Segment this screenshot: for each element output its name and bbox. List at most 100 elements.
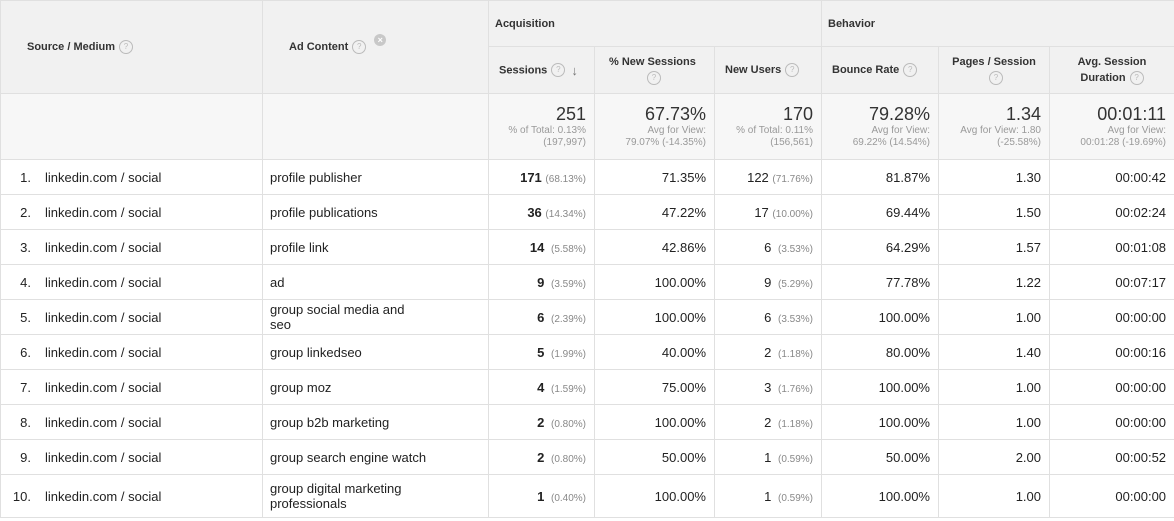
sessions-header[interactable]: Sessions? ↓ — [488, 46, 595, 94]
pages-session-cell: 1.00 — [938, 474, 1050, 518]
bounce-rate-label: Bounce Rate — [832, 63, 900, 76]
new-users-cell: 2 (1.18%) — [714, 334, 822, 370]
new-users-cell: 3 (1.76%) — [714, 369, 822, 405]
source-medium-link[interactable]: linkedin.com / social — [45, 449, 162, 465]
source-medium-header[interactable]: Source / Medium? — [0, 0, 263, 94]
source-medium-cell[interactable]: 3. linkedin.com / social — [0, 229, 263, 265]
source-medium-link[interactable]: linkedin.com / social — [45, 379, 162, 395]
help-icon[interactable]: ? — [903, 63, 918, 77]
new-sessions-label: % New Sessions — [609, 56, 696, 68]
ad-content-link[interactable]: group search engine watch — [262, 439, 489, 475]
bounce-rate-cell: 64.29% — [821, 229, 939, 265]
pages-session-cell: 1.22 — [938, 264, 1050, 300]
pages-session-label: Pages / Session — [952, 56, 1036, 68]
table-row[interactable]: 9. linkedin.com / social group search en… — [0, 439, 1174, 475]
bounce-rate-cell: 80.00% — [821, 334, 939, 370]
new-users-percent: (5.29%) — [777, 278, 813, 290]
help-icon[interactable]: ? — [352, 40, 367, 54]
help-icon[interactable]: ? — [1129, 71, 1144, 86]
source-medium-link[interactable]: linkedin.com / social — [45, 239, 162, 255]
source-medium-cell[interactable]: 9. linkedin.com / social — [0, 439, 263, 475]
new-users-percent: (71.76%) — [772, 173, 813, 185]
new-users-cell: 1 (0.59%) — [714, 439, 822, 475]
table-row[interactable]: 8. linkedin.com / social group b2b marke… — [0, 404, 1174, 440]
row-number: 1. — [20, 169, 31, 185]
totals-pages-session-value: 1.34 — [1005, 104, 1041, 124]
totals-new-users-sub: (156,561) — [770, 137, 813, 148]
source-medium-link[interactable]: linkedin.com / social — [45, 169, 162, 185]
avg-duration-header[interactable]: Avg. Session Duration? — [1048, 46, 1174, 94]
new-sessions-header[interactable]: % New Sessions? — [594, 46, 715, 94]
totals-new-users-value: 170 — [782, 104, 813, 124]
row-number: 6. — [20, 344, 31, 360]
source-medium-cell[interactable]: 5. linkedin.com / social — [0, 299, 263, 335]
help-icon[interactable]: ? — [989, 71, 1003, 86]
totals-bounce-rate-value: 79.28% — [868, 104, 930, 124]
ad-content-link[interactable]: group b2b marketing — [262, 404, 489, 440]
pages-session-header[interactable]: Pages / Session? — [938, 46, 1050, 94]
row-number: 4. — [20, 274, 31, 290]
help-icon[interactable]: ? — [551, 63, 566, 77]
table-row[interactable]: 3. linkedin.com / social profile link 14… — [0, 229, 1174, 265]
sort-descending-icon[interactable]: ↓ — [571, 62, 578, 78]
avg-duration-cell: 00:07:17 — [1048, 264, 1174, 300]
table-row[interactable]: 1. linkedin.com / social profile publish… — [0, 159, 1174, 195]
table-row[interactable]: 7. linkedin.com / social group moz 4 (1.… — [0, 369, 1174, 405]
table-row[interactable]: 10. linkedin.com / social group digital … — [0, 474, 1174, 518]
source-medium-cell[interactable]: 6. linkedin.com / social — [0, 334, 263, 370]
new-users-cell: 1 (0.59%) — [714, 474, 822, 518]
source-medium-label: Source / Medium — [27, 40, 116, 53]
table-row[interactable]: 4. linkedin.com / social ad 9 (3.59%) 10… — [0, 264, 1174, 300]
source-medium-link[interactable]: linkedin.com / social — [45, 488, 162, 504]
source-medium-link[interactable]: linkedin.com / social — [45, 274, 162, 290]
source-medium-cell[interactable]: 2. linkedin.com / social — [0, 194, 263, 230]
behavior-label: Behavior — [828, 17, 876, 30]
sessions-value: 1 — [537, 488, 545, 504]
source-medium-cell[interactable]: 1. linkedin.com / social — [0, 159, 263, 195]
acquisition-label: Acquisition — [495, 17, 555, 30]
sessions-cell: 5 (1.99%) — [488, 334, 595, 370]
ad-content-link[interactable]: profile publications — [262, 194, 489, 230]
sessions-value: 36 — [527, 204, 542, 220]
new-users-percent: (1.76%) — [777, 383, 813, 395]
pages-session-cell: 2.00 — [938, 439, 1050, 475]
new-users-value: 6 — [764, 309, 772, 325]
table-row[interactable]: 6. linkedin.com / social group linkedseo… — [0, 334, 1174, 370]
help-icon[interactable]: ? — [647, 71, 661, 86]
totals-blank — [262, 93, 489, 160]
source-medium-cell[interactable]: 8. linkedin.com / social — [0, 404, 263, 440]
new-sessions-cell: 100.00% — [594, 474, 715, 518]
ad-content-link[interactable]: group social media and seo — [262, 299, 489, 335]
totals-pages-session-sub: Avg for View: 1.80 — [960, 125, 1041, 136]
ad-content-link[interactable]: profile link — [262, 229, 489, 265]
source-medium-link[interactable]: linkedin.com / social — [45, 414, 162, 430]
source-medium-link[interactable]: linkedin.com / social — [45, 344, 162, 360]
help-icon[interactable]: ? — [785, 63, 800, 77]
ad-content-link[interactable]: ad — [262, 264, 489, 300]
new-users-percent: (0.59%) — [777, 453, 813, 465]
ad-content-link[interactable]: profile publisher — [262, 159, 489, 195]
new-users-label: New Users — [725, 63, 782, 76]
source-medium-cell[interactable]: 7. linkedin.com / social — [0, 369, 263, 405]
source-medium-link[interactable]: linkedin.com / social — [45, 309, 162, 325]
remove-dimension-icon[interactable]: × — [374, 34, 387, 46]
source-medium-link[interactable]: linkedin.com / social — [45, 204, 162, 220]
ad-content-link[interactable]: group digital marketing professionals — [262, 474, 489, 518]
sessions-percent: (0.80%) — [550, 453, 586, 465]
avg-duration-cell: 00:00:16 — [1048, 334, 1174, 370]
sessions-percent: (68.13%) — [545, 173, 586, 185]
ad-content-header[interactable]: Ad Content ? × — [262, 0, 489, 94]
new-users-header[interactable]: New Users? — [714, 46, 822, 94]
new-users-percent: (3.53%) — [777, 243, 813, 255]
new-sessions-cell: 71.35% — [594, 159, 715, 195]
new-users-value: 3 — [764, 379, 772, 395]
source-medium-cell[interactable]: 4. linkedin.com / social — [0, 264, 263, 300]
bounce-rate-header[interactable]: Bounce Rate? — [821, 46, 939, 94]
ad-content-link[interactable]: group linkedseo — [262, 334, 489, 370]
ad-content-link[interactable]: group moz — [262, 369, 489, 405]
source-medium-cell[interactable]: 10. linkedin.com / social — [0, 474, 263, 518]
table-row[interactable]: 5. linkedin.com / social group social me… — [0, 299, 1174, 335]
help-icon[interactable]: ? — [119, 40, 134, 54]
totals-pages-session-sub: (-25.58%) — [997, 137, 1041, 148]
table-row[interactable]: 2. linkedin.com / social profile publica… — [0, 194, 1174, 230]
